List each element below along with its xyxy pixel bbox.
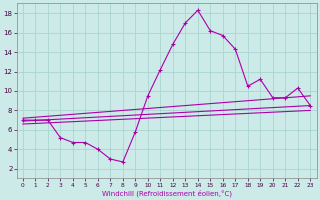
X-axis label: Windchill (Refroidissement éolien,°C): Windchill (Refroidissement éolien,°C) [101,189,232,197]
